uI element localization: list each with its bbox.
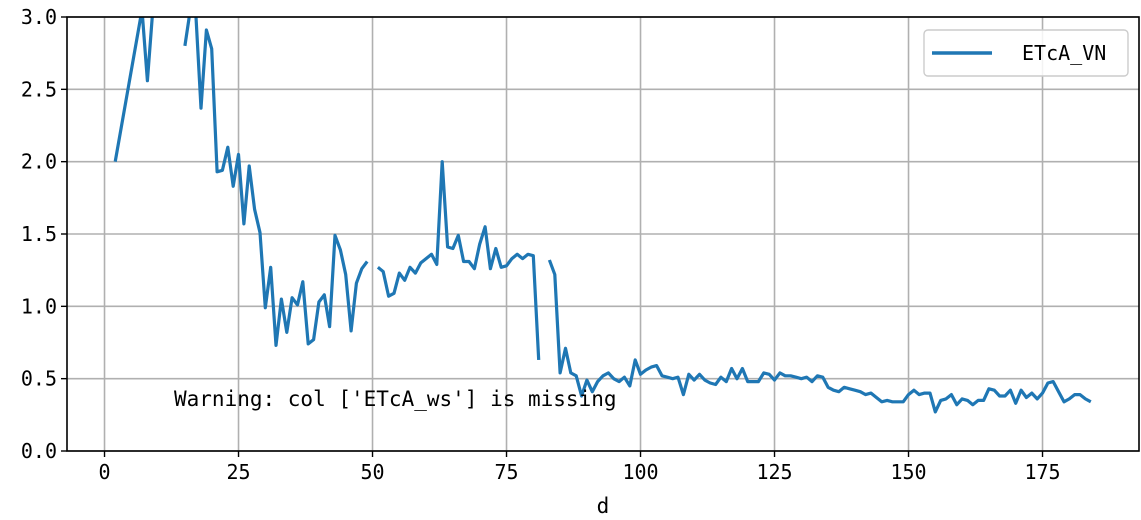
y-tick-label: 0.5 — [21, 367, 57, 391]
x-tick-label: 175 — [1024, 460, 1060, 484]
legend-label-etca-vn: ETcA_VN — [1022, 41, 1106, 65]
x-axis-ticks: 0 25 50 75 100 125 150 175 — [98, 451, 1061, 484]
grid — [67, 16, 1139, 452]
x-tick-label: 25 — [226, 460, 250, 484]
y-tick-label: 1.0 — [21, 294, 57, 318]
y-tick-label: 0.0 — [21, 439, 57, 463]
x-tick-label: 75 — [494, 460, 518, 484]
x-tick-label: 0 — [98, 460, 110, 484]
y-axis-ticks: 0.0 0.5 1.0 1.5 2.0 2.5 3.0 — [21, 5, 67, 463]
y-tick-label: 1.5 — [21, 222, 57, 246]
legend: ETcA_VN — [923, 29, 1129, 77]
x-tick-label: 150 — [890, 460, 926, 484]
legend-box — [923, 29, 1129, 77]
series-line-etca-vn — [113, 17, 154, 162]
y-tick-label: 2.5 — [21, 77, 57, 101]
x-tick-label: 50 — [360, 460, 384, 484]
x-tick-label: 125 — [756, 460, 792, 484]
warning-annotation: Warning: col ['ETcA_ws'] is missing — [174, 387, 617, 411]
series-line-etca-vn — [376, 160, 541, 360]
x-axis-label: d — [597, 494, 610, 518]
series-line-etca-vn — [183, 17, 369, 347]
series-layer — [113, 17, 1092, 414]
y-tick-label: 3.0 — [21, 5, 57, 29]
x-tick-label: 100 — [622, 460, 658, 484]
y-tick-label: 2.0 — [21, 150, 57, 174]
series-line-etca-vn — [547, 259, 1092, 414]
